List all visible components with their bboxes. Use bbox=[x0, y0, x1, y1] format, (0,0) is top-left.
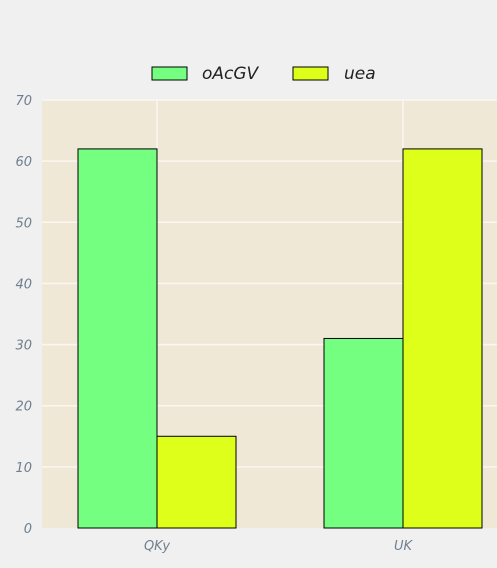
bar-oAcGV-UK bbox=[324, 338, 403, 528]
legend-swatch-uea bbox=[293, 67, 328, 80]
legend-label-oAcGV: oAcGV bbox=[202, 64, 260, 84]
bar-oAcGV-QKy bbox=[78, 149, 157, 528]
x-axis-ticks: QKy UK bbox=[144, 539, 414, 554]
y-tick-label-50: 50 bbox=[15, 216, 32, 231]
y-tick-label-70: 70 bbox=[15, 94, 32, 109]
y-axis-ticks: 0 10 20 30 40 50 60 70 bbox=[15, 94, 32, 537]
y-tick-label-30: 30 bbox=[15, 339, 32, 354]
y-tick-label-60: 60 bbox=[15, 155, 32, 170]
legend-label-uea: uea bbox=[344, 64, 376, 84]
y-tick-label-0: 0 bbox=[24, 522, 32, 537]
legend: oAcGV uea bbox=[152, 64, 376, 84]
bar-uea-UK bbox=[403, 149, 482, 528]
legend-swatch-oAcGV bbox=[152, 67, 187, 80]
x-tick-label-QKy: QKy bbox=[144, 539, 170, 554]
y-tick-label-20: 20 bbox=[15, 400, 32, 415]
x-tick-label-UK: UK bbox=[394, 539, 414, 554]
bar-uea-QKy bbox=[157, 436, 236, 528]
y-tick-label-10: 10 bbox=[15, 461, 32, 476]
y-tick-label-40: 40 bbox=[15, 277, 32, 292]
